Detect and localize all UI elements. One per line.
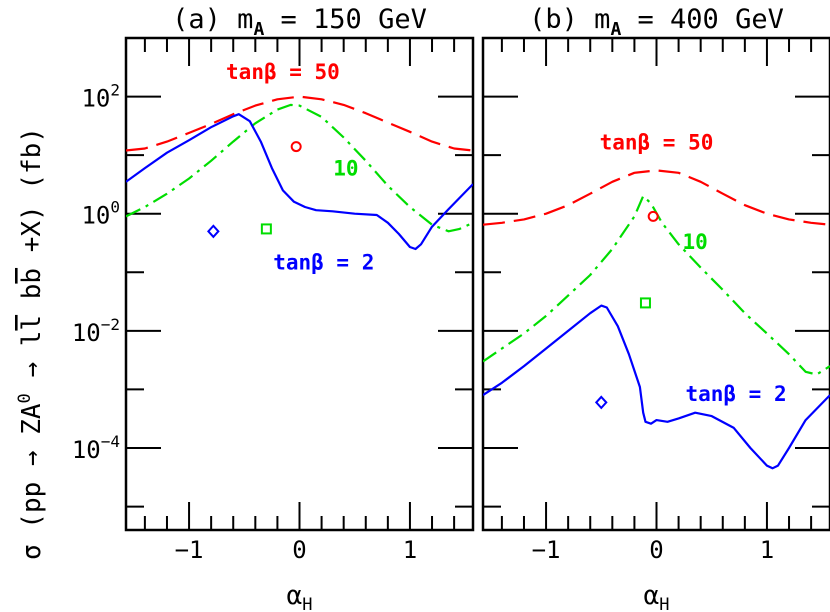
- y-label-sup-0: 0: [15, 393, 35, 403]
- series-line-tan2: [483, 304, 830, 470]
- x-tick-label: −1: [532, 536, 561, 564]
- x-axis-label: αH: [644, 581, 670, 612]
- y-label-part-3: +X) (fb): [17, 127, 47, 268]
- series-line-tan10: [483, 195, 830, 376]
- x-tick-label: −1: [175, 536, 204, 564]
- x-tick-label: 1: [403, 536, 417, 564]
- y-tick-label: 100: [81, 198, 120, 230]
- series-label-tan10: 10: [333, 157, 358, 181]
- panel-b: −1 0 1 αH (b) mA = 400 GeV tanβ = 50 10 tanβ = …: [481, 4, 830, 612]
- panel-a: 10−4 10−2 100 102 −1 0 1 αH (a) mA = 150 GeV tanβ…: [72, 4, 475, 612]
- marker-diamond: [207, 224, 220, 239]
- y-axis-label: σ (pp → ZA0 → ll bb +X) (fb): [15, 127, 47, 560]
- marker-square: [260, 223, 272, 235]
- y-label-part-1: (pp → ZA: [17, 403, 47, 544]
- series-line-tan2: [126, 113, 473, 251]
- y-label-sigma: σ: [17, 544, 47, 560]
- series-label-tan2: tanβ = 2: [685, 382, 786, 406]
- panel-title: (a) mA = 150 GeV: [172, 4, 427, 40]
- y-label-part-2: → l: [17, 331, 47, 394]
- marker-square: [639, 297, 651, 309]
- x-tick-label: 0: [292, 536, 306, 564]
- x-tick-label: 0: [649, 536, 663, 564]
- plot-frame: [481, 36, 830, 532]
- series-line-tan50: [483, 169, 830, 226]
- series-label-tan2: tanβ = 2: [273, 250, 374, 274]
- y-label-bbar: b: [17, 268, 47, 284]
- x-tick-label: 1: [760, 536, 774, 564]
- y-tick-label: 10−4: [72, 432, 120, 464]
- plot-frame: [124, 36, 475, 532]
- series-line-tan10: [126, 103, 473, 233]
- y-tick-label: 102: [81, 81, 120, 113]
- series-label-tan50: tanβ = 50: [600, 130, 714, 154]
- series-label-tan10: 10: [683, 230, 708, 254]
- series-label-tan50: tanβ = 50: [226, 60, 340, 84]
- marker-circle: [290, 141, 302, 153]
- x-axis-label: αH: [287, 581, 313, 612]
- y-label-lbar: l: [17, 315, 47, 331]
- panel-title: (b) mA = 400 GeV: [529, 4, 784, 40]
- y-label-b: b: [17, 284, 47, 315]
- y-tick-label: 10−2: [72, 315, 120, 347]
- marker-circle: [647, 210, 659, 222]
- marker-diamond: [594, 395, 608, 410]
